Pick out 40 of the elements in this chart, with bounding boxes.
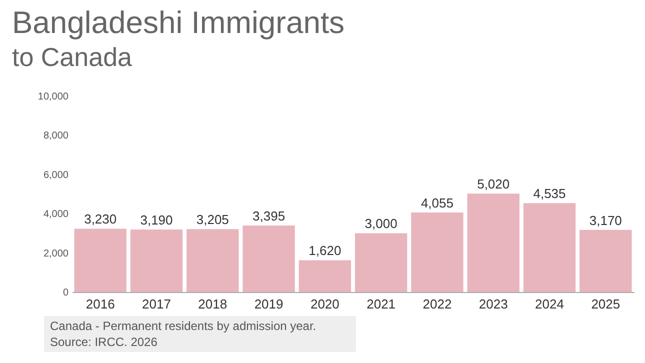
y-tick-label: 2,000 [43,248,69,260]
bar [411,212,464,292]
data-label: 3,230 [84,212,117,227]
bar [186,229,239,292]
data-label: 1,620 [308,243,342,258]
x-tick-label: 2018 [198,296,228,312]
x-tick-label: 2022 [422,296,452,312]
bar [298,260,352,292]
data-label: 3,000 [364,216,398,232]
data-label: 3,190 [140,212,173,228]
x-tick-label: 2021 [366,296,396,312]
y-tick-label: 4,000 [43,209,69,220]
x-tick-label: 2020 [310,296,340,312]
y-tick-label: 8,000 [43,130,69,142]
bar [74,228,126,292]
data-label: 3,170 [589,212,622,228]
x-tick-label: 2025 [591,296,620,312]
bar [354,233,408,292]
x-tick-label: 2016 [86,296,115,312]
text: Canada - Permanent residents by admission year. [50,318,318,334]
y-tick-label: 6,000 [43,170,69,181]
data-label: 4,055 [420,196,454,211]
chart-subtitle: to Canada [12,42,132,72]
x-tick-label: 2023 [478,296,508,312]
x-tick-label: 2024 [535,296,564,312]
bar [467,194,520,292]
data-label: 4,535 [533,186,566,202]
source-note: Source: IRCC. 2026 [50,334,158,350]
bar [523,203,576,292]
data-label: 3,395 [252,208,286,224]
chart-title: Bangladeshi Immigrants [12,5,345,40]
bar [580,230,632,292]
x-tick-label: 2019 [254,296,284,312]
data-label: 3,205 [196,212,229,228]
y-tick-label: 10,000 [38,92,69,102]
x-tick-label: 2017 [142,296,171,312]
bar [130,229,183,292]
data-label: 5,020 [477,176,510,192]
bar [242,225,295,292]
y-tick-label: 0 [62,288,69,298]
